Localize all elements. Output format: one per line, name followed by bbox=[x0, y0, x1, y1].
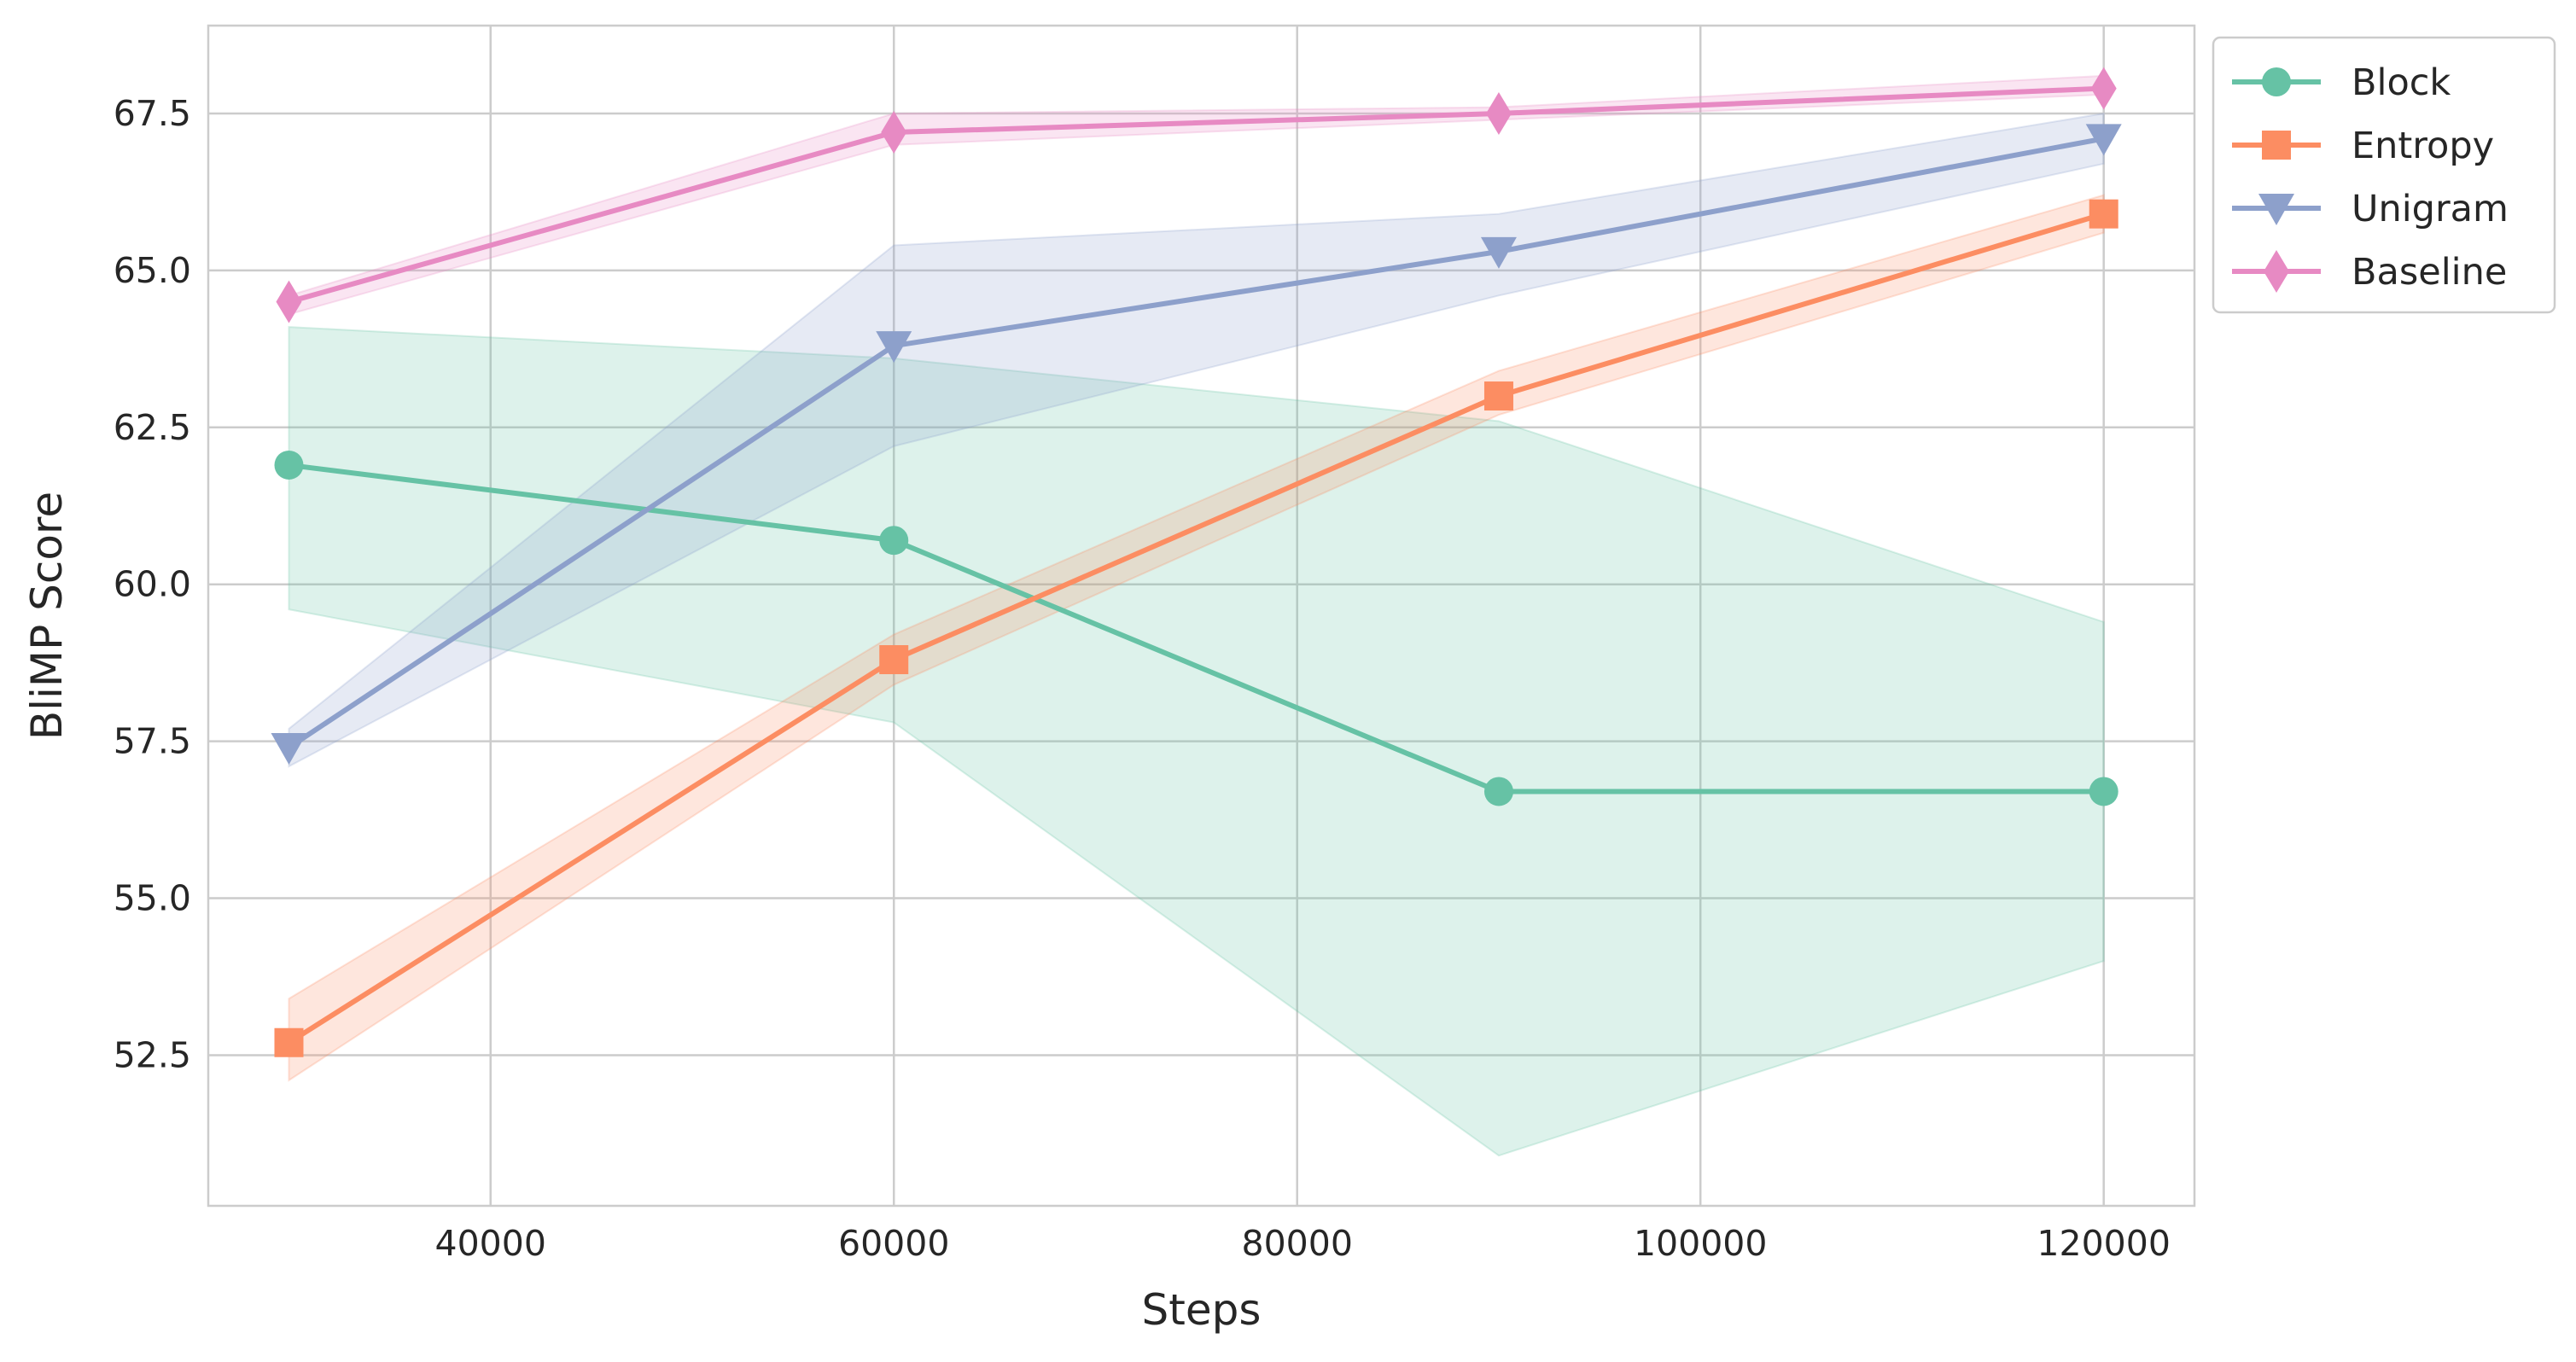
entropy-point bbox=[1483, 381, 1513, 411]
entropy-point bbox=[274, 1027, 304, 1057]
unigram-band bbox=[288, 112, 2105, 768]
legend-marker-baseline bbox=[2264, 250, 2289, 293]
baseline-point bbox=[1485, 91, 1512, 135]
y-tick-label: 65.0 bbox=[114, 250, 191, 291]
baseline-point bbox=[2090, 67, 2117, 110]
y-tick-labels: 52.5 55.0 57.5 60.0 62.5 65.0 67.5 bbox=[114, 93, 191, 1075]
y-tick-label: 55.0 bbox=[114, 878, 191, 919]
legend-marker-entropy bbox=[2262, 131, 2291, 160]
legend-label-baseline: Baseline bbox=[2352, 251, 2507, 294]
legend: Block Entropy Unigram Baseline bbox=[2212, 36, 2556, 314]
legend-item-block: Block bbox=[2232, 61, 2451, 104]
unigram-point bbox=[2085, 124, 2122, 156]
legend-label-unigram: Unigram bbox=[2352, 188, 2509, 230]
entropy-band bbox=[288, 194, 2105, 1082]
x-tick-label: 60000 bbox=[838, 1223, 949, 1264]
x-axis-label: Steps bbox=[1142, 1285, 1262, 1335]
baseline-point bbox=[881, 111, 907, 154]
block-line bbox=[288, 462, 2104, 794]
y-tick-label: 57.5 bbox=[114, 721, 191, 762]
x-tick-labels: 40000 60000 80000 100000 120000 bbox=[435, 1223, 2171, 1264]
legend-item-unigram: Unigram bbox=[2232, 188, 2509, 230]
x-tick-label: 100000 bbox=[1634, 1223, 1768, 1264]
x-tick-label: 40000 bbox=[435, 1223, 546, 1264]
block-band bbox=[288, 326, 2105, 1157]
entropy-line bbox=[287, 211, 2105, 1045]
y-tick-label: 67.5 bbox=[114, 93, 191, 134]
legend-label-entropy: Entropy bbox=[2352, 125, 2494, 167]
block-point bbox=[2089, 777, 2118, 806]
block-point bbox=[1483, 777, 1513, 806]
legend-marker-block bbox=[2262, 67, 2291, 96]
unigram-line bbox=[287, 136, 2105, 750]
legend-marker-unigram bbox=[2258, 194, 2294, 225]
series-lines bbox=[287, 85, 2105, 1045]
legend-box bbox=[2212, 36, 2556, 314]
series-markers bbox=[271, 67, 2122, 1057]
x-tick-label: 120000 bbox=[2037, 1223, 2171, 1264]
confidence-bands bbox=[288, 74, 2105, 1157]
block-point bbox=[879, 526, 909, 556]
y-axis-label: BliMP Score bbox=[22, 492, 72, 740]
x-tick-label: 80000 bbox=[1241, 1223, 1352, 1264]
legend-item-baseline: Baseline bbox=[2232, 250, 2507, 294]
entropy-point bbox=[2089, 199, 2118, 229]
grid-lines bbox=[208, 26, 2194, 1206]
entropy-point bbox=[879, 644, 909, 674]
plot-frame bbox=[207, 24, 2196, 1208]
unigram-point bbox=[271, 732, 307, 765]
y-tick-label: 52.5 bbox=[114, 1034, 191, 1075]
block-point bbox=[274, 450, 304, 480]
baseline-line bbox=[288, 85, 2104, 305]
legend-label-block: Block bbox=[2352, 61, 2451, 104]
legend-item-entropy: Entropy bbox=[2232, 125, 2494, 167]
unigram-point bbox=[876, 331, 912, 364]
unigram-point bbox=[1480, 236, 1517, 269]
y-tick-label: 60.0 bbox=[114, 564, 191, 605]
baseline-point bbox=[276, 280, 302, 323]
y-tick-label: 62.5 bbox=[114, 407, 191, 448]
